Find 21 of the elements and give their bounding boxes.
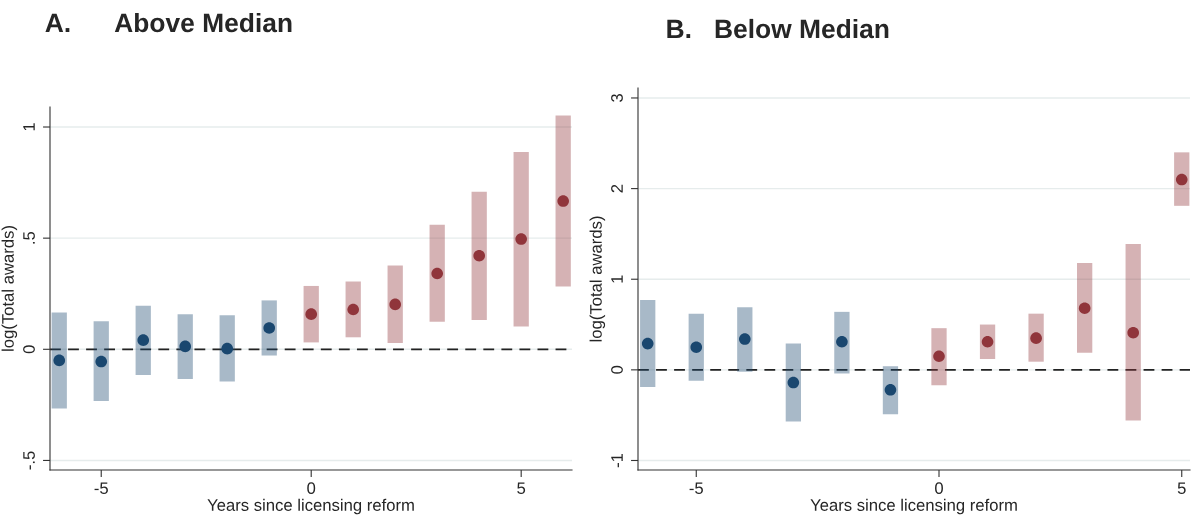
y-tick-label: 1 — [611, 275, 623, 283]
y-tick-label: 3 — [611, 94, 623, 102]
y-axis-title: log(Total awards) — [1, 226, 18, 351]
x-tick-label: 5 — [1177, 482, 1186, 495]
x-tick-label: 0 — [935, 482, 943, 495]
y-tick-label: 0 — [611, 365, 623, 374]
y-tick-label: 1 — [23, 123, 35, 131]
x-axis-title: Years since licensing reform — [810, 498, 1017, 515]
y-tick-label: -1 — [611, 453, 623, 468]
y-axis-title: log(Total awards) — [589, 216, 606, 342]
chart-title: A. Above Median — [45, 12, 292, 33]
y-tick-label: -.5 — [23, 451, 35, 470]
y-tick-label: .5 — [23, 231, 35, 244]
y-tick-label: 0 — [23, 345, 35, 354]
y-tick-label: 2 — [611, 184, 623, 193]
x-tick-label: -5 — [94, 482, 108, 495]
x-axis-title: Years since licensing reform — [207, 498, 414, 515]
chart-title: B. Below Median — [667, 18, 889, 39]
x-tick-label: 5 — [517, 482, 526, 495]
x-tick-label: 0 — [307, 482, 316, 495]
x-tick-label: -5 — [689, 482, 703, 495]
